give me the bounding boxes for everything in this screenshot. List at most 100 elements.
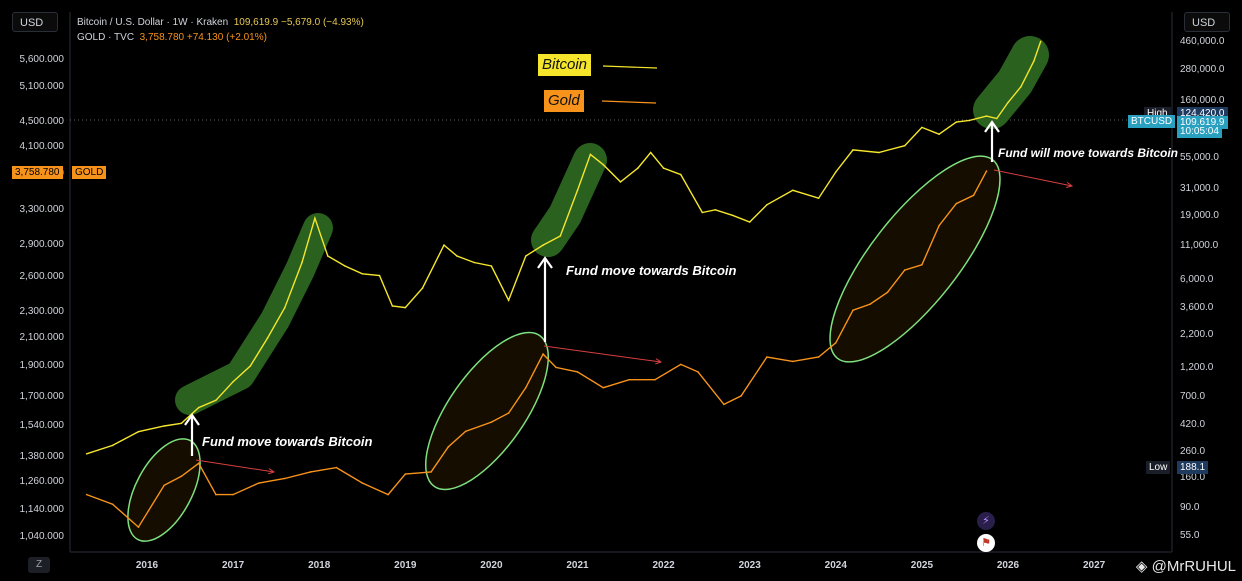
point-bitcoin-34 [662,167,665,169]
currency-badge-left[interactable]: USD [12,12,58,32]
point-gold-5 [197,462,200,465]
point-bitcoin-51 [985,115,988,117]
point-bitcoin-24 [507,299,510,302]
point-gold-30 [740,395,742,397]
point-bitcoin-41 [792,189,794,192]
gold-name-tag: GOLD [72,166,107,179]
point-bitcoin-23 [490,265,493,267]
lightning-icon[interactable]: ⚡ [977,512,995,530]
gold-symbol-values: 3,758.780 +74.130 (+2.01%) [139,32,267,43]
point-bitcoin-44 [852,149,854,151]
point-gold-15 [430,471,432,473]
point-gold-35 [852,309,854,312]
point-gold-36 [869,303,871,305]
gold-axis-label-11: 1,700.000 [20,391,65,402]
btc-rally-highlight-2017 [175,213,333,415]
point-gold-4 [180,475,183,478]
x-tick-2023: 2023 [739,560,762,571]
point-bitcoin-4 [180,422,183,425]
trend-arrow-2020-head [655,358,663,365]
annotation-fund-3: Fund will move towards Bitcoin [998,146,1179,160]
currency-badge-right[interactable]: USD [1184,12,1230,32]
point-bitcoin-11 [301,261,303,264]
arrow-up-2017-head [184,413,200,426]
btc-axis-label-17: 55.0 [1180,530,1200,541]
point-bitcoin-17 [391,305,394,307]
gold-key-label: Gold [544,90,584,112]
point-gold-33 [817,356,820,358]
gold-highlight-ellipse-2020 [424,331,550,491]
point-gold-27 [680,363,682,366]
point-bitcoin-55 [1033,60,1035,62]
point-bitcoin-14 [344,265,346,267]
arrow-up-2025-head [984,120,1000,133]
point-bitcoin-20 [443,244,445,246]
countdown-tag: 10:05:04 [1177,125,1222,138]
author-watermark: ◈ @MrRUHUL [1135,558,1236,575]
point-bitcoin-47 [921,126,923,129]
point-gold-8 [258,482,260,484]
point-gold-41 [955,202,958,205]
gold-axis-label-15: 1,140.000 [20,504,65,515]
point-bitcoin-39 [748,221,751,223]
point-bitcoin-33 [649,151,652,154]
annotation-fund-1: Fund move towards Bitcoin [202,434,373,449]
point-bitcoin-10 [284,306,286,309]
gold-axis-label-5: 3,300.000 [20,204,65,215]
point-gold-34 [835,342,837,344]
btc-axis-label-10: 2,200.0 [1180,329,1214,340]
point-bitcoin-27 [559,235,562,237]
point-bitcoin-19 [421,287,424,289]
btc-axis-label-11: 1,200.0 [1180,362,1214,373]
point-gold-26 [654,378,656,381]
point-gold-10 [309,471,312,473]
point-bitcoin-1 [111,444,114,447]
gold-axis-label-14: 1,260.000 [20,476,65,487]
gold-highlight-ellipse-2016 [127,438,201,542]
point-bitcoin-32 [637,167,639,169]
btc-rally-highlight-2025 [973,36,1049,129]
point-gold-28 [697,371,699,373]
point-bitcoin-21 [456,255,458,257]
point-bitcoin-13 [327,255,329,257]
point-gold-23 [576,371,579,373]
point-bitcoin-40 [766,204,768,206]
point-gold-37 [886,291,889,294]
btc-axis-label-2: 160,000.0 [1180,95,1225,106]
x-tick-2018: 2018 [308,560,331,571]
point-bitcoin-50 [968,119,971,122]
point-bitcoin-28 [576,189,579,192]
point-bitcoin-16 [378,274,381,277]
point-bitcoin-22 [473,261,476,264]
point-gold-16 [447,446,450,448]
x-tick-2025: 2025 [911,560,934,571]
series-line-gold [86,170,988,529]
flag-icon[interactable]: ⚑ [977,534,995,552]
point-bitcoin-52 [996,117,998,120]
x-tick-2027: 2027 [1083,560,1106,571]
btc-symbol-name: Bitcoin / U.S. Dollar · 1W · Kraken [77,17,229,28]
point-gold-0 [85,493,88,496]
point-bitcoin-30 [602,163,605,166]
point-gold-13 [387,493,389,496]
trend-arrow-2025-shaft [993,169,1073,187]
gold-axis-label-1: 5,100.000 [20,81,65,92]
gold-price-tag: 3,758.780 [12,166,63,179]
gold-axis-label-0: 5,600.000 [20,54,65,65]
point-bitcoin-6 [215,399,217,402]
btc-axis-label-15: 160.0 [1180,472,1205,483]
point-gold-22 [555,366,557,369]
arrow-up-2020-head [537,256,553,269]
point-bitcoin-26 [542,244,544,246]
point-bitcoin-46 [903,144,906,147]
point-gold-39 [921,264,923,266]
btc-legend: Bitcoin / U.S. Dollar · 1W · Kraken 109,… [77,17,364,28]
point-bitcoin-7 [232,380,234,383]
low-value-tag: 188.1 [1177,461,1209,474]
point-gold-42 [972,194,975,197]
timezone-button[interactable]: Z [28,557,50,573]
point-gold-40 [938,224,940,227]
point-gold-14 [404,473,407,475]
point-gold-31 [766,356,768,358]
